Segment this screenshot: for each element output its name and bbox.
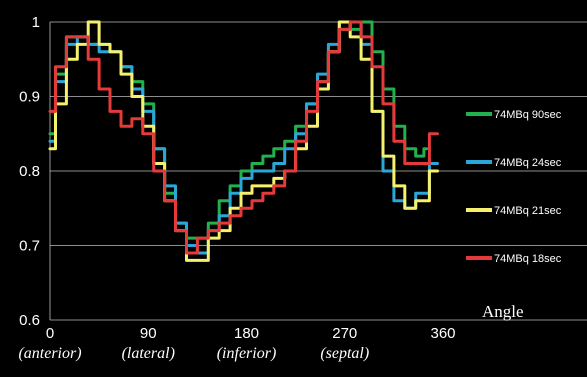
y-tick-label: 0.7 [19, 238, 40, 255]
x-category-label: (lateral) [122, 345, 175, 362]
x-category-label: (septal) [320, 345, 369, 362]
x-axis-title: Angle [482, 302, 524, 321]
x-category-label: (inferior) [217, 345, 277, 362]
x-tick-label: 0 [46, 325, 54, 342]
legend-label: 74MBq 24sec [494, 157, 562, 169]
legend-label: 74MBq 90sec [494, 109, 562, 121]
x-tick-label: 270 [332, 325, 357, 342]
axes: 0.6 0.7 0.8 0.9 1 0 90 180 270 360 (anterior) (late… [18, 14, 455, 362]
y-tick-label: 0.8 [19, 163, 40, 180]
y-tick-label: 0.9 [19, 89, 40, 106]
y-tick-label: 0.6 [19, 312, 40, 329]
x-tick-label: 360 [430, 325, 455, 342]
y-tick-label: 1 [32, 14, 40, 31]
x-tick-label: 90 [140, 325, 157, 342]
series-line [48, 20, 439, 255]
x-category-label: (anterior) [18, 345, 81, 362]
series-group [48, 20, 439, 262]
legend-label: 74MBq 21sec [494, 205, 562, 217]
x-tick-label: 180 [234, 325, 259, 342]
legend-label: 74MBq 18sec [494, 253, 562, 265]
legend: 74MBq 90sec 74MBq 24sec 74MBq 21sec 74MBq 1… [466, 109, 562, 265]
